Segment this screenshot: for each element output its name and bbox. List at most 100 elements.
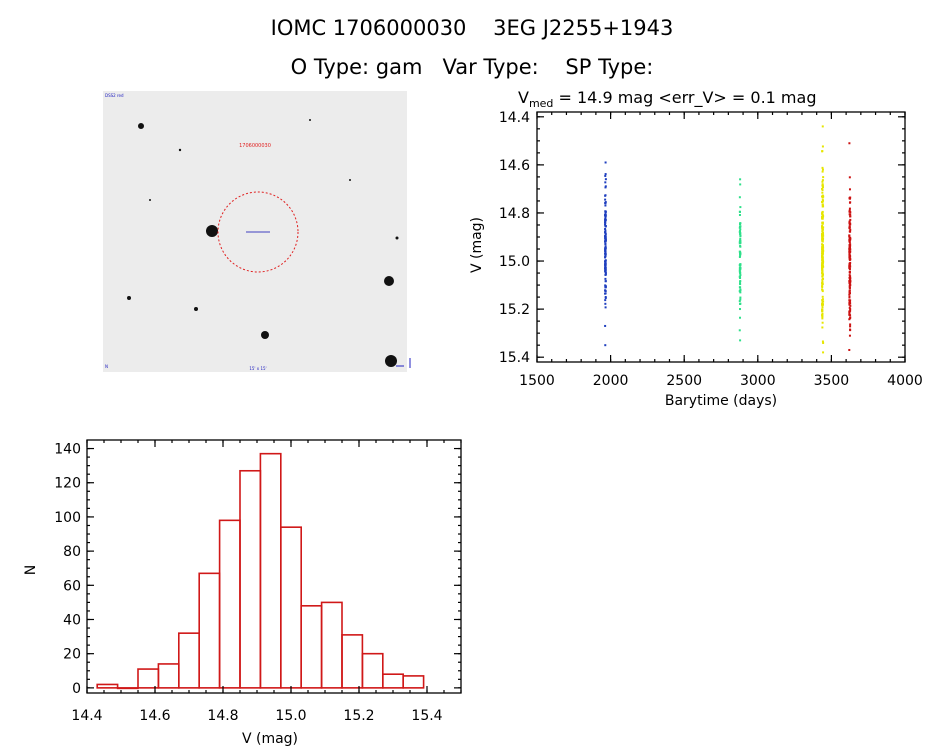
lightcurve-point bbox=[848, 249, 851, 252]
lightcurve-point bbox=[738, 255, 741, 258]
star bbox=[138, 123, 144, 129]
histogram-bar bbox=[157, 663, 180, 689]
lightcurve-point bbox=[821, 180, 824, 183]
lightcurve-xlabel: Barytime (days) bbox=[665, 393, 777, 409]
lightcurve-point bbox=[739, 316, 742, 319]
lightcurve-ytick-label: 14.4 bbox=[499, 110, 530, 126]
lightcurve-ytick-label: 15.0 bbox=[499, 254, 530, 270]
histogram-bar bbox=[259, 452, 282, 689]
lightcurve-point bbox=[822, 265, 825, 268]
lightcurve-point bbox=[821, 283, 824, 286]
lightcurve-point bbox=[821, 235, 824, 238]
lightcurve-point bbox=[604, 245, 607, 248]
lightcurve-point bbox=[848, 301, 851, 304]
image-survey-label: DSS2 red bbox=[105, 93, 124, 98]
lightcurve-point bbox=[739, 239, 742, 242]
lightcurve-point bbox=[848, 176, 851, 179]
lightcurve-point bbox=[738, 329, 741, 332]
lightcurve-point bbox=[821, 230, 824, 233]
lightcurve-point bbox=[604, 236, 607, 239]
histogram-xtick-label: 14.6 bbox=[139, 708, 170, 724]
histogram-plot: 14.4 14.6 14.8 15.0 15.2 15.4 0 20 40 60 80 100 120 1… bbox=[23, 439, 462, 747]
star bbox=[309, 119, 311, 121]
lightcurve-point bbox=[821, 203, 824, 206]
lightcurve-point bbox=[821, 262, 824, 265]
lightcurve-point bbox=[848, 268, 851, 271]
lightcurve-point bbox=[738, 300, 741, 303]
lightcurve-point bbox=[822, 214, 825, 217]
lightcurve-point bbox=[848, 289, 851, 292]
histogram-bar bbox=[361, 652, 384, 689]
lightcurve-point bbox=[821, 273, 824, 276]
lightcurve-point bbox=[604, 280, 607, 283]
target-label: 1706000030 bbox=[239, 143, 271, 149]
lightcurve-point bbox=[821, 272, 824, 275]
lightcurve-point bbox=[848, 213, 851, 216]
lightcurve-point bbox=[604, 302, 607, 305]
lightcurve-point bbox=[739, 308, 742, 311]
lightcurve-point bbox=[821, 290, 824, 293]
histogram-bar bbox=[218, 519, 241, 689]
lightcurve-point bbox=[821, 187, 824, 190]
histogram-bar bbox=[381, 673, 404, 689]
lightcurve-point bbox=[821, 228, 824, 231]
lightcurve-point bbox=[604, 161, 607, 164]
lightcurve-point bbox=[739, 272, 742, 275]
lightcurve-point bbox=[604, 265, 607, 268]
histogram-bar bbox=[341, 634, 364, 689]
lightcurve-point bbox=[604, 270, 607, 273]
lightcurve-point bbox=[738, 242, 741, 245]
lightcurve-point bbox=[848, 306, 851, 309]
histogram-bar bbox=[239, 469, 262, 689]
lightcurve-point bbox=[848, 348, 851, 351]
lightcurve-point bbox=[821, 326, 824, 329]
lightcurve-point bbox=[821, 257, 824, 260]
star bbox=[349, 179, 351, 181]
lightcurve-point bbox=[739, 302, 742, 305]
lightcurve-point bbox=[821, 222, 824, 225]
lightcurve-point bbox=[604, 235, 607, 238]
histogram-bar bbox=[178, 632, 201, 689]
lightcurve-point bbox=[822, 277, 825, 280]
lightcurve-point bbox=[738, 290, 741, 293]
lightcurve-point bbox=[848, 256, 851, 259]
lightcurve-point bbox=[821, 295, 824, 298]
histogram-ytick-label: 60 bbox=[63, 578, 81, 594]
lightcurve-point bbox=[821, 210, 824, 213]
histogram-ytick-label: 0 bbox=[72, 681, 81, 697]
histogram-bar bbox=[300, 605, 323, 689]
lightcurve-point bbox=[848, 270, 851, 273]
lightcurve-point bbox=[821, 268, 824, 271]
lightcurve-point bbox=[822, 300, 825, 303]
lightcurve-point bbox=[821, 258, 824, 261]
lightcurve-point bbox=[848, 254, 851, 257]
lightcurve-point bbox=[604, 239, 607, 242]
lightcurve-point bbox=[821, 275, 824, 278]
lightcurve-point bbox=[739, 232, 742, 235]
lightcurve-point bbox=[738, 210, 741, 213]
lightcurve-point bbox=[848, 303, 851, 306]
lightcurve-point bbox=[739, 339, 742, 342]
histogram-xtick-label: 15.2 bbox=[343, 708, 374, 724]
lightcurve-point bbox=[848, 238, 851, 241]
page-subtitle: O Type: gam Var Type: SP Type: bbox=[290, 55, 654, 79]
histogram-ytick-label: 80 bbox=[63, 544, 81, 560]
lightcurve-point bbox=[822, 226, 825, 229]
lightcurve-point bbox=[738, 213, 741, 216]
lightcurve-point bbox=[822, 260, 825, 263]
lightcurve-point bbox=[821, 150, 824, 153]
lightcurve-point bbox=[604, 269, 607, 272]
lightcurve-point bbox=[849, 218, 852, 221]
histogram-ytick-label: 120 bbox=[54, 476, 81, 492]
star bbox=[395, 236, 399, 240]
histogram-bar bbox=[198, 572, 221, 689]
lightcurve-point bbox=[604, 214, 607, 217]
lightcurve-point bbox=[604, 263, 607, 266]
lightcurve-point bbox=[848, 266, 851, 269]
lightcurve-point bbox=[821, 200, 824, 203]
lightcurve-point bbox=[604, 254, 607, 257]
lightcurve-point bbox=[848, 241, 851, 244]
lightcurve-point bbox=[604, 237, 607, 240]
lightcurve-point bbox=[821, 266, 824, 269]
lightcurve-point bbox=[822, 341, 825, 344]
